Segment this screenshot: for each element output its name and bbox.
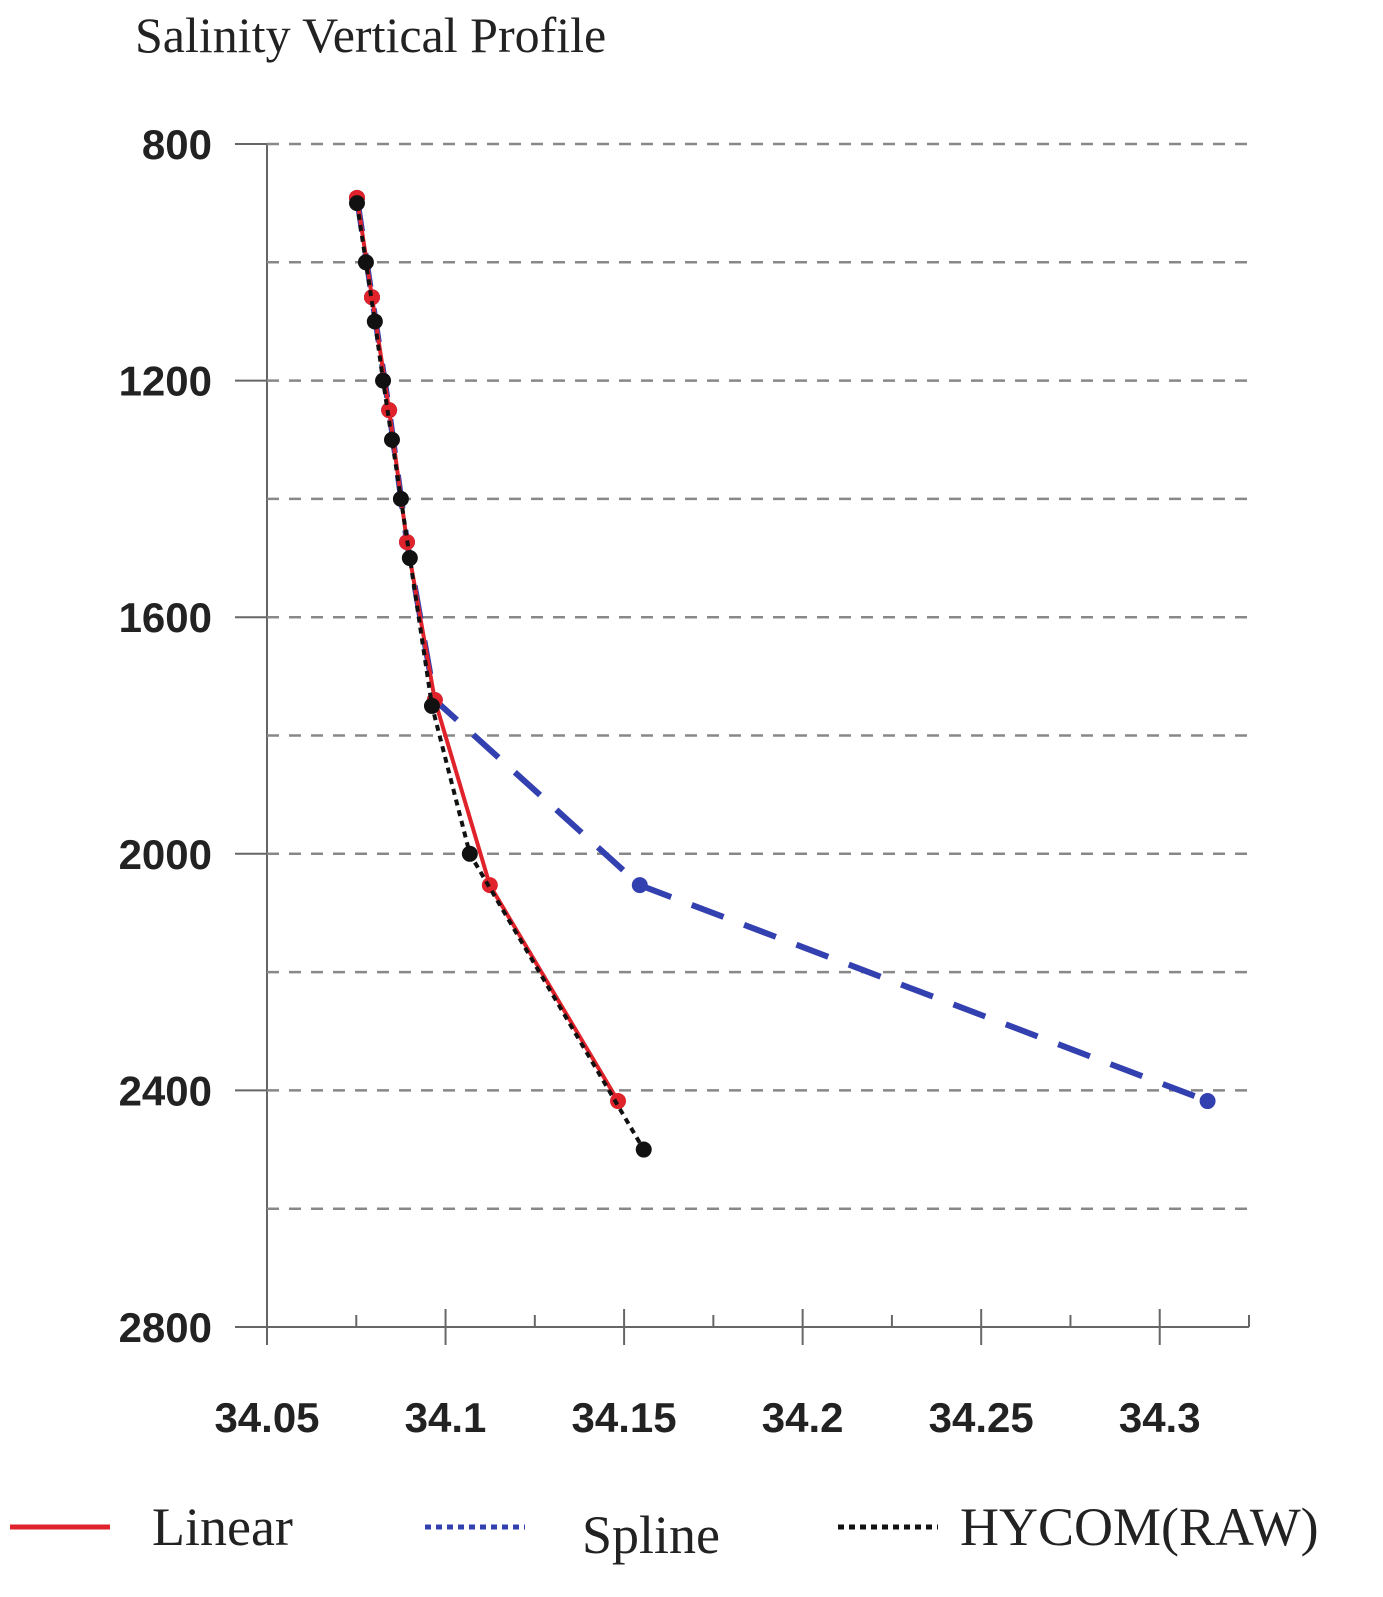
point <box>631 877 648 894</box>
point <box>363 289 380 306</box>
series-line <box>355 197 620 1103</box>
point <box>635 1141 652 1158</box>
point <box>401 550 418 567</box>
y-tick-label: 2400 <box>119 1067 212 1114</box>
x-tick-label: 34.1 <box>405 1394 487 1441</box>
x-tick-label: 34.15 <box>572 1394 677 1441</box>
legend-label: Spline <box>582 1505 720 1565</box>
x-tick-label: 34.2 <box>762 1394 844 1441</box>
series-line <box>354 197 1209 1104</box>
point <box>423 697 440 714</box>
series-line <box>355 202 646 1151</box>
legend-label: Linear <box>152 1497 293 1557</box>
point <box>357 254 374 271</box>
y-tick-label: 1600 <box>119 594 212 641</box>
point <box>348 195 365 212</box>
point <box>366 313 383 330</box>
y-tick-label: 1200 <box>119 358 212 405</box>
y-tick-label: 2000 <box>119 831 212 878</box>
x-tick-label: 34.3 <box>1119 1394 1201 1441</box>
point <box>383 431 400 448</box>
legend-label: HYCOM(RAW) <box>960 1497 1319 1557</box>
y-tick-label: 2800 <box>119 1304 212 1351</box>
y-tick-label: 800 <box>142 121 212 168</box>
point <box>1199 1093 1216 1110</box>
x-tick-label: 34.25 <box>929 1394 1034 1441</box>
x-tick-label: 34.05 <box>214 1394 319 1441</box>
point <box>392 490 409 507</box>
point <box>610 1093 627 1110</box>
point <box>461 845 478 862</box>
chart-title: Salinity Vertical Profile <box>135 7 606 63</box>
point <box>375 372 392 389</box>
